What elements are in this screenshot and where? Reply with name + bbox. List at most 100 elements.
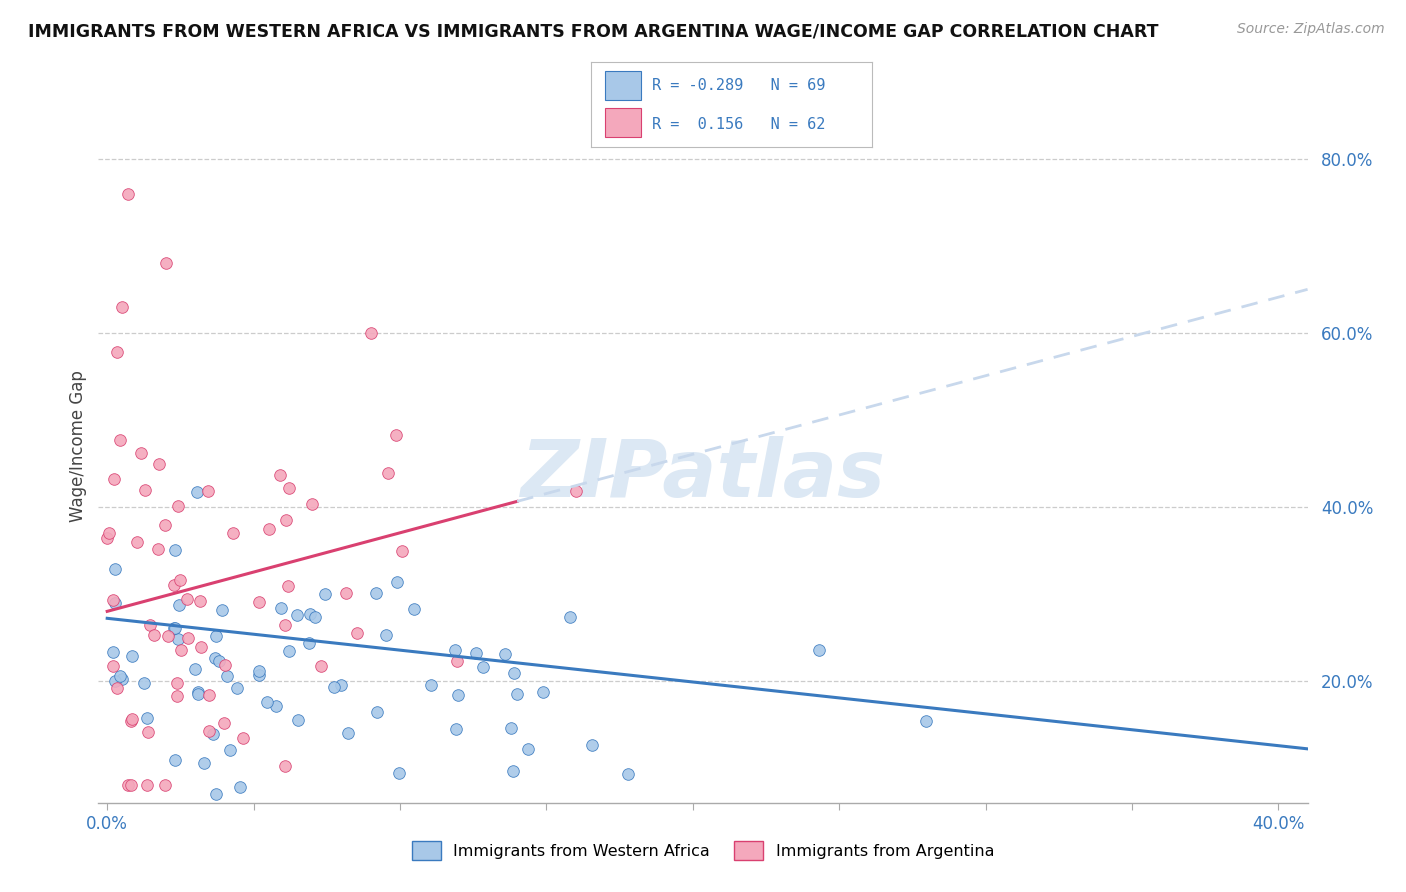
Point	[153, 778, 176, 792]
Point	[162, 577, 184, 591]
Point	[184, 662, 207, 676]
Point	[204, 787, 226, 801]
Point	[187, 687, 209, 701]
Point	[138, 724, 160, 739]
Point	[125, 535, 148, 549]
Point	[278, 481, 301, 495]
Point	[167, 499, 190, 513]
Point	[153, 517, 176, 532]
Point	[187, 685, 209, 699]
Point	[111, 300, 134, 314]
Point	[472, 660, 495, 674]
Point	[257, 522, 280, 536]
Point	[808, 643, 831, 657]
Point	[103, 472, 125, 486]
Point	[188, 594, 211, 608]
Point	[176, 591, 198, 606]
Point	[214, 715, 236, 730]
Point	[494, 647, 516, 661]
Point	[391, 544, 413, 558]
Point	[167, 598, 190, 612]
Text: R =  0.156   N = 62: R = 0.156 N = 62	[652, 117, 825, 132]
Point	[166, 676, 188, 690]
Point	[256, 695, 278, 709]
Point	[505, 687, 527, 701]
Point	[117, 778, 139, 792]
Point	[274, 618, 297, 632]
Point	[215, 668, 238, 682]
Point	[190, 640, 212, 654]
Point	[402, 602, 425, 616]
Point	[444, 642, 467, 657]
Point	[198, 723, 221, 738]
Point	[208, 654, 231, 668]
Text: IMMIGRANTS FROM WESTERN AFRICA VS IMMIGRANTS FROM ARGENTINA WAGE/INCOME GAP CORR: IMMIGRANTS FROM WESTERN AFRICA VS IMMIGR…	[28, 22, 1159, 40]
Point	[170, 643, 193, 657]
Point	[165, 542, 187, 557]
Point	[108, 669, 131, 683]
Point	[384, 428, 406, 442]
Point	[329, 678, 352, 692]
Point	[247, 595, 270, 609]
Point	[101, 658, 124, 673]
Point	[121, 712, 143, 726]
Point	[105, 681, 128, 696]
Point	[166, 690, 188, 704]
Point	[287, 713, 309, 727]
Point	[309, 658, 332, 673]
Point	[117, 186, 139, 201]
Point	[285, 608, 308, 623]
Point	[464, 646, 486, 660]
Point	[110, 434, 132, 448]
FancyBboxPatch shape	[605, 71, 641, 100]
Point	[204, 650, 226, 665]
Point	[264, 698, 287, 713]
Point	[198, 688, 221, 702]
Point	[277, 644, 299, 658]
Point	[247, 664, 270, 678]
Point	[270, 601, 292, 615]
Point	[166, 632, 188, 646]
Point	[581, 738, 603, 752]
Point	[186, 485, 208, 500]
Point	[121, 649, 143, 664]
Point	[337, 726, 360, 740]
Point	[219, 743, 242, 757]
Point	[101, 593, 124, 607]
Point	[132, 676, 155, 690]
Point	[193, 756, 215, 770]
Point	[131, 446, 153, 460]
Point	[301, 497, 323, 511]
Point	[214, 657, 236, 672]
FancyBboxPatch shape	[605, 108, 641, 137]
Point	[232, 731, 254, 746]
Point	[516, 742, 538, 756]
Point	[346, 625, 368, 640]
Point	[120, 714, 142, 729]
Point	[277, 579, 299, 593]
Point	[385, 575, 408, 590]
Point	[375, 628, 398, 642]
Point	[165, 753, 187, 767]
Point	[222, 526, 245, 541]
Point	[211, 603, 233, 617]
Point	[225, 681, 247, 695]
Point	[502, 764, 524, 778]
Point	[249, 668, 271, 682]
Point	[388, 766, 411, 780]
Point	[564, 483, 586, 498]
Point	[503, 666, 526, 681]
Legend: Immigrants from Western Africa, Immigrants from Argentina: Immigrants from Western Africa, Immigran…	[405, 835, 1001, 866]
Point	[177, 632, 200, 646]
Point	[111, 672, 134, 686]
Point	[156, 629, 179, 643]
Point	[366, 706, 388, 720]
Point	[273, 759, 295, 773]
Point	[104, 673, 127, 688]
Point	[120, 778, 142, 792]
Point	[558, 610, 581, 624]
Point	[155, 256, 177, 270]
Text: Source: ZipAtlas.com: Source: ZipAtlas.com	[1237, 22, 1385, 37]
Point	[104, 596, 127, 610]
Point	[298, 607, 321, 622]
